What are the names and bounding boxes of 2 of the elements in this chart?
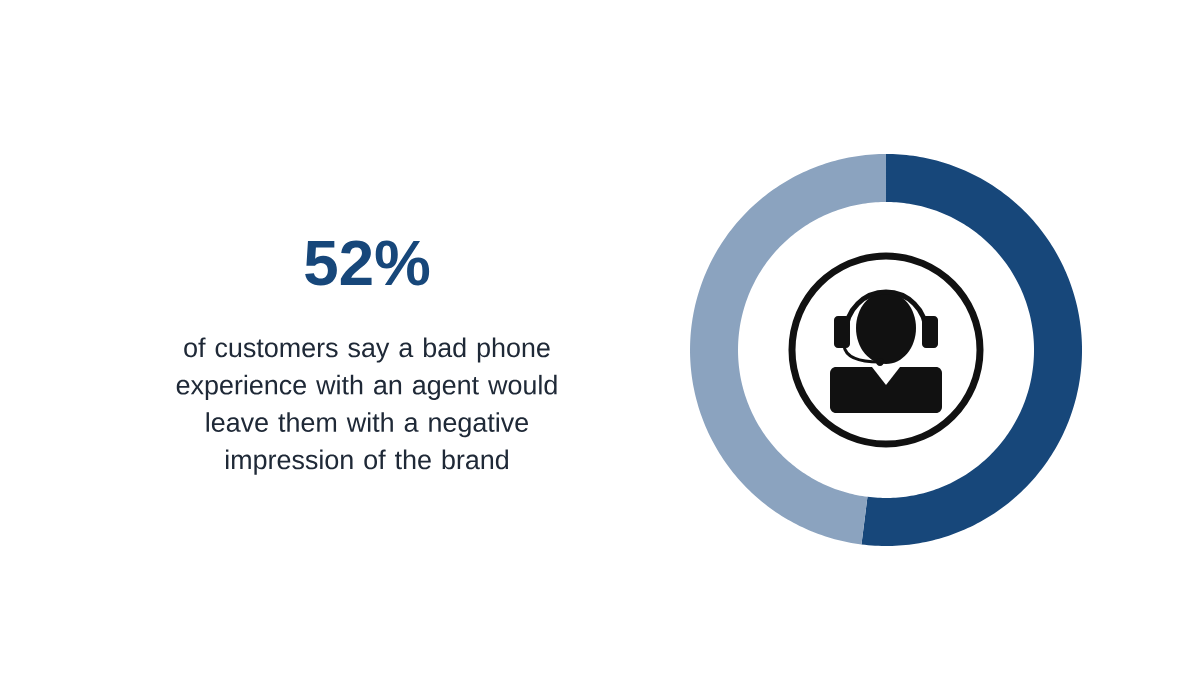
text: 52%: [305, 240, 430, 286]
text: of customers say a bad phone experience with an agent would leave them with a negative impression of the brand: [176, 337, 557, 475]
